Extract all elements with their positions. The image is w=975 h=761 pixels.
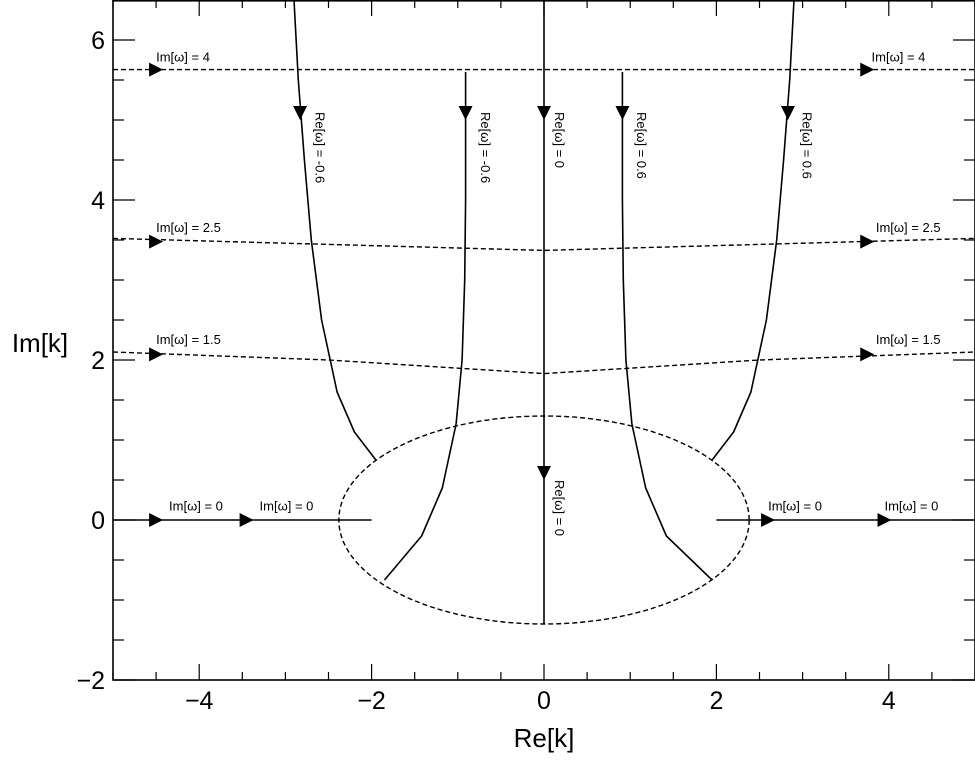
solid-contour-1 xyxy=(711,0,795,461)
direction-arrow-6 xyxy=(149,62,164,77)
direction-arrow-11 xyxy=(860,347,875,362)
direction-arrow-13 xyxy=(239,513,254,527)
axis-ticks xyxy=(112,0,975,681)
dashed-ellipse-contour xyxy=(338,415,750,625)
curve-annotation-11: Re[ω] = -0.6 xyxy=(478,112,493,183)
direction-arrow-0 xyxy=(293,106,308,120)
direction-arrow-4 xyxy=(780,106,795,120)
y-tick-label: 6 xyxy=(91,27,105,55)
y-tick-label: −2 xyxy=(76,667,105,695)
curve-annotation-15: Re[ω] = 0 xyxy=(552,480,567,536)
solid-contour-0 xyxy=(293,0,377,461)
curve-annotation-3: Im[ω] = 2.5 xyxy=(876,220,941,235)
direction-arrow-3 xyxy=(615,106,630,120)
curve-annotation-7: Im[ω] = 0 xyxy=(260,498,314,513)
direction-arrow-10 xyxy=(149,347,164,362)
direction-arrow-8 xyxy=(149,234,164,249)
direction-arrow-1 xyxy=(458,106,473,120)
curve-annotation-8: Im[ω] = 0 xyxy=(768,498,822,513)
curve-annotation-1: Im[ω] = 4 xyxy=(872,50,926,65)
curve-annotation-4: Im[ω] = 1.5 xyxy=(156,332,221,347)
y-tick-label: 2 xyxy=(91,347,105,375)
curve-annotation-9: Im[ω] = 0 xyxy=(884,498,938,513)
curve-annotation-13: Re[ω] = 0.6 xyxy=(634,112,649,179)
direction-arrow-14 xyxy=(761,513,776,527)
direction-arrow-9 xyxy=(860,234,875,249)
curve-annotation-2: Im[ω] = 2.5 xyxy=(156,220,221,235)
direction-arrow-2 xyxy=(537,106,551,120)
curve-annotation-14: Re[ω] = 0.6 xyxy=(800,112,815,179)
y-axis-title: Im[k] xyxy=(12,328,68,358)
curve-annotation-12: Re[ω] = 0 xyxy=(552,112,567,168)
y-tick-label: 4 xyxy=(91,187,105,215)
curve-annotation-5: Im[ω] = 1.5 xyxy=(876,332,941,347)
x-tick-label: 4 xyxy=(882,687,896,715)
x-tick-label: 2 xyxy=(709,687,723,715)
curve-annotation-6: Im[ω] = 0 xyxy=(169,498,223,513)
y-tick-label: 0 xyxy=(91,507,105,535)
direction-arrow-12 xyxy=(149,513,164,527)
x-tick-label: −4 xyxy=(185,687,214,715)
x-tick-label: −2 xyxy=(357,687,386,715)
curve-annotation-10: Re[ω] = -0.6 xyxy=(313,112,328,183)
axis-tick-labels: −4 −2 0 2 4 −2 0 2 4 6 xyxy=(76,27,895,715)
curve-annotation-0: Im[ω] = 4 xyxy=(156,50,210,65)
x-tick-label: 0 xyxy=(537,687,551,715)
solid-contour-2 xyxy=(383,72,467,581)
direction-arrow-5 xyxy=(537,466,551,480)
x-axis-title: Re[k] xyxy=(514,723,575,753)
solid-contour-3 xyxy=(621,72,713,581)
direction-arrow-7 xyxy=(860,62,875,77)
direction-arrow-15 xyxy=(877,513,892,527)
